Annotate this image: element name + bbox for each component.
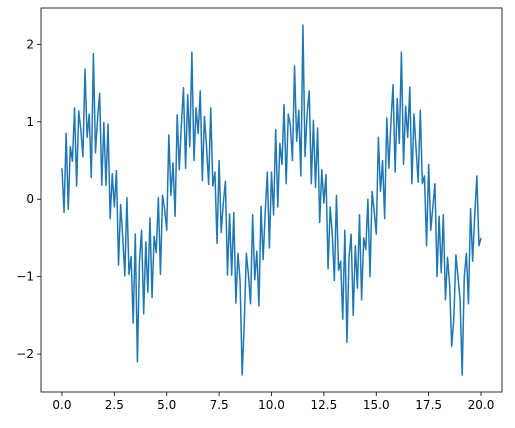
x-tick-label: 2.5 <box>105 398 124 412</box>
x-tick-label: 20.0 <box>468 398 495 412</box>
data-line <box>61 24 482 376</box>
y-tick-label: −2 <box>16 347 34 361</box>
y-tick-label: 0 <box>26 192 34 206</box>
x-tick-label: 10.0 <box>258 398 285 412</box>
x-tick-label: 12.5 <box>311 398 338 412</box>
y-tick-label: 2 <box>26 37 34 51</box>
x-tick-label: 0.0 <box>52 398 71 412</box>
x-tick-label: 7.5 <box>210 398 229 412</box>
y-tick-label: 1 <box>26 115 34 129</box>
x-tick-label: 5.0 <box>157 398 176 412</box>
x-tick-label: 15.0 <box>363 398 390 412</box>
x-tick-label: 17.5 <box>415 398 442 412</box>
y-tick-label: −1 <box>16 270 34 284</box>
